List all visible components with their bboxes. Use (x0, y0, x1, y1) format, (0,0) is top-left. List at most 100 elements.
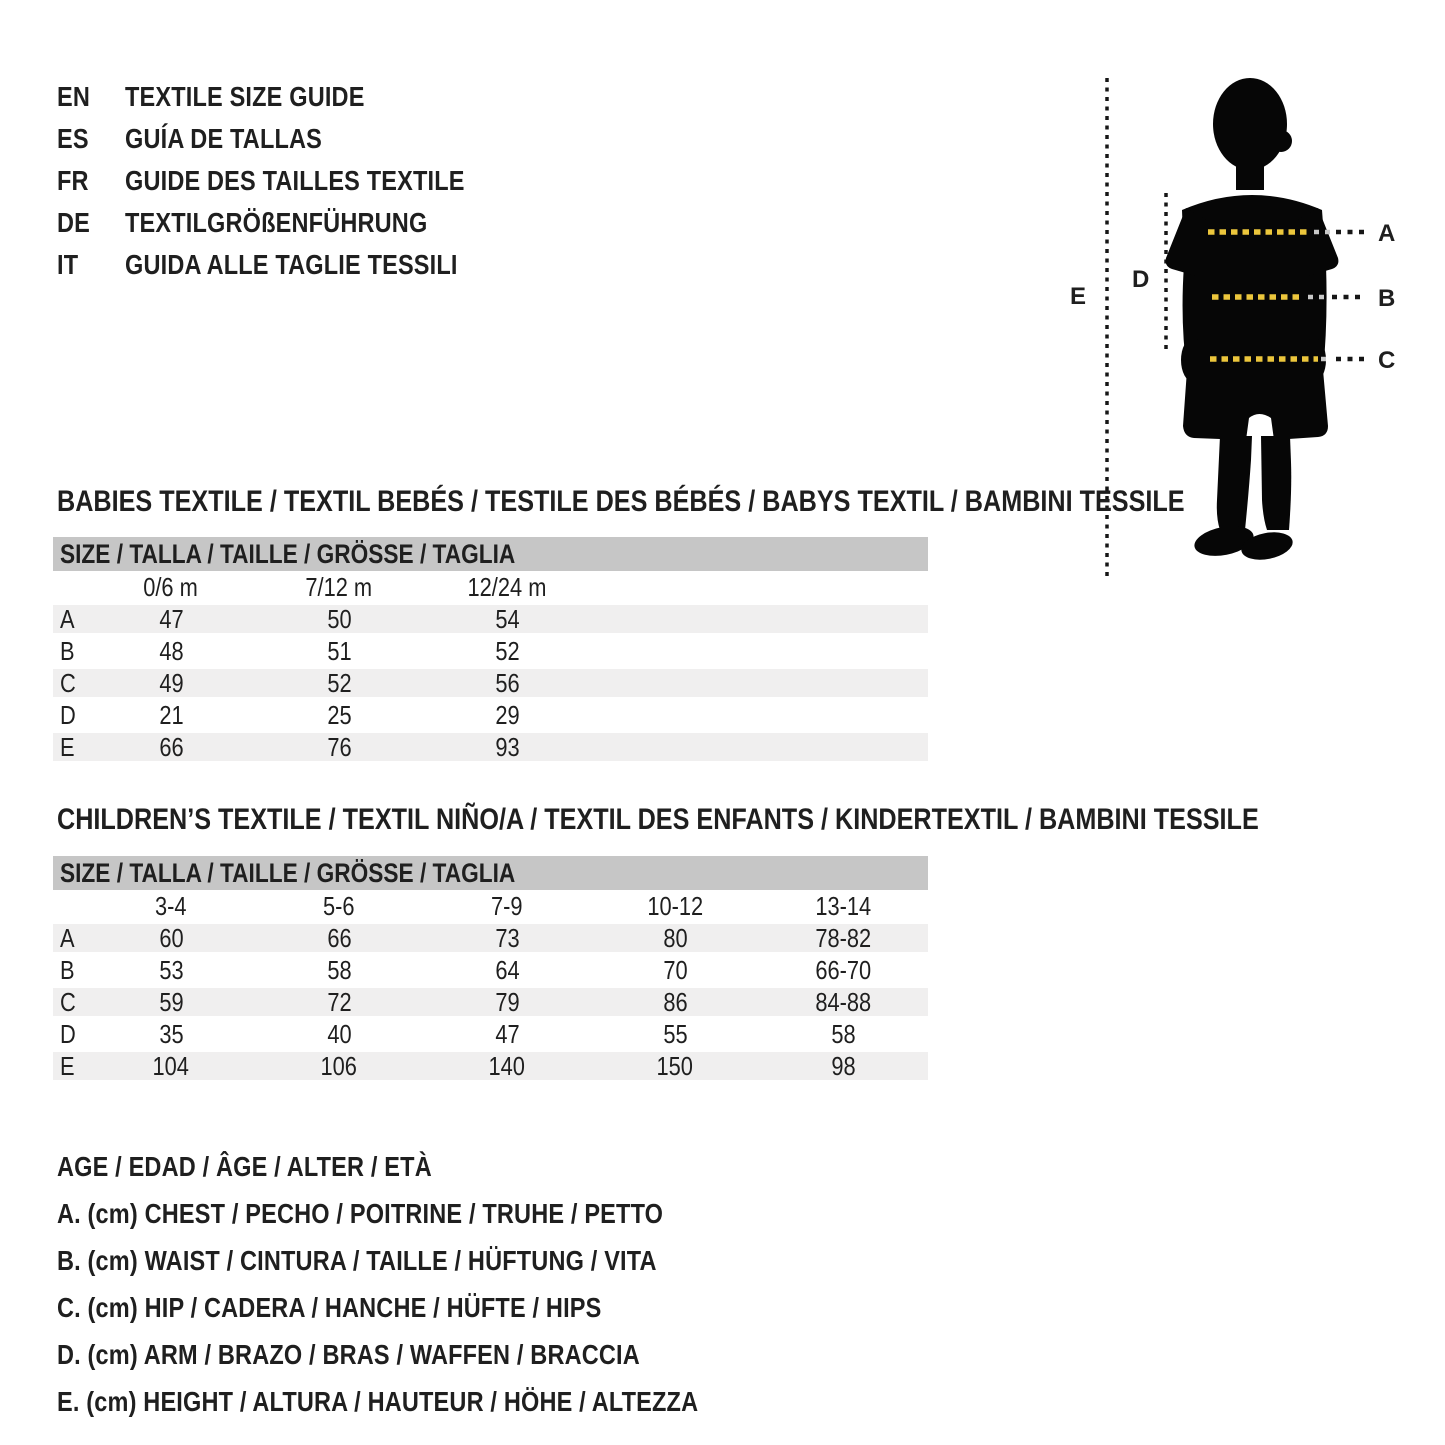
column-header: 7-9 (423, 891, 591, 922)
row-label: D (53, 700, 87, 731)
language-title-text: GUÍA DE TALLAS (125, 123, 323, 154)
cell-value: 48 (158, 635, 184, 666)
table-cell: 72 (255, 987, 423, 1018)
table-cell: 54 (423, 604, 591, 635)
table-row: A 47 50 54 (53, 603, 928, 635)
table-cell: 55 (591, 1019, 759, 1050)
row-label-text: C (60, 667, 76, 698)
children-table: SIZE / TALLA / TAILLE / GRÖSSE / TAGLIA … (53, 856, 928, 1082)
table-cell: 64 (423, 955, 591, 986)
row-label-text: B (60, 635, 75, 666)
table-row: E 104 106 140 150 98 (53, 1050, 928, 1082)
language-code: ES (57, 123, 125, 155)
table-cell: 73 (423, 923, 591, 954)
cell-value: 104 (152, 1050, 190, 1081)
table-row: C 49 52 56 (53, 667, 928, 699)
row-label-text: D (60, 699, 76, 730)
column-header-text: 0/6 m (143, 571, 199, 602)
silhouette-right-leg (1261, 436, 1292, 530)
table-cell: 79 (423, 987, 591, 1018)
language-code-text: DE (57, 207, 91, 238)
row-label: D (53, 1019, 87, 1050)
cell-value: 78-82 (815, 922, 871, 953)
column-header-text: 5-6 (323, 890, 355, 921)
figure-label-a: A (1378, 220, 1395, 247)
cell-value: 52 (494, 635, 520, 666)
babies-heading-text: BABIES TEXTILE / TEXTIL BEBÉS / TESTILE … (57, 485, 1185, 518)
language-code-text: EN (57, 81, 91, 112)
column-header-text: 3-4 (155, 890, 187, 921)
figure-label-d: D (1132, 266, 1149, 293)
cell-value: 86 (662, 986, 688, 1017)
language-row: DE TEXTILGRÖßENFÜHRUNG (57, 202, 529, 244)
legend-text: C. (cm) HIP / CADERA / HANCHE / HÜFTE / … (57, 1291, 602, 1323)
silhouette-hair-flip (1270, 130, 1292, 152)
language-code: DE (57, 207, 125, 239)
cell-value: 58 (830, 1018, 856, 1049)
measurement-legend: AGE / EDAD / ÂGE / ALTER / ETÀ A. (cm) C… (57, 1143, 820, 1425)
cell-value: 106 (320, 1050, 358, 1081)
cell-value: 80 (662, 922, 688, 953)
cell-value: 21 (158, 699, 184, 730)
cell-value: 54 (494, 603, 520, 634)
row-label: A (53, 604, 87, 635)
row-label-text: D (60, 1018, 76, 1049)
table-cell: 50 (255, 604, 423, 635)
row-label: E (53, 732, 87, 763)
cell-value: 79 (494, 986, 520, 1017)
language-title-text: GUIDA ALLE TAGLIE TESSILI (125, 249, 458, 280)
cell-value: 60 (158, 922, 184, 953)
row-label-text: E (60, 731, 75, 762)
cell-value: 47 (158, 603, 184, 634)
language-row: FR GUIDE DES TAILLES TEXTILE (57, 160, 529, 202)
cell-value: 29 (494, 699, 520, 730)
language-code: EN (57, 81, 125, 113)
language-title-text: TEXTILGRÖßENFÜHRUNG (125, 207, 428, 238)
cell-value: 56 (494, 667, 520, 698)
table-row: C 59 72 79 86 84-88 (53, 986, 928, 1018)
column-header: 3-4 (87, 891, 255, 922)
language-code-text: FR (57, 165, 89, 196)
table-cell: 40 (255, 1019, 423, 1050)
column-header: 7/12 m (255, 572, 423, 603)
legend-text: B. (cm) WAIST / CINTURA / TAILLE / HÜFTU… (57, 1244, 657, 1276)
table-cell: 140 (423, 1051, 591, 1082)
cell-value: 40 (326, 1018, 352, 1049)
table-cell: 35 (87, 1019, 255, 1050)
cell-value: 35 (158, 1018, 184, 1049)
cell-value: 73 (494, 922, 520, 953)
column-header-text: 10-12 (647, 890, 703, 921)
row-label-text: E (60, 1050, 75, 1081)
table-cell: 66-70 (759, 955, 927, 986)
cell-value: 140 (488, 1050, 526, 1081)
table-cell: 53 (87, 955, 255, 986)
figure-label-e: E (1070, 283, 1086, 310)
language-title-text: TEXTILE SIZE GUIDE (125, 81, 365, 112)
cell-value: 52 (326, 667, 352, 698)
row-label-text: A (60, 603, 75, 634)
babies-column-header-row: 0/6 m 7/12 m 12/24 m (53, 571, 928, 603)
row-label-text: C (60, 986, 76, 1017)
column-header: 0/6 m (87, 572, 255, 603)
cell-value: 76 (326, 731, 352, 762)
cell-value: 98 (830, 1050, 856, 1081)
legend-text: AGE / EDAD / ÂGE / ALTER / ETÀ (57, 1150, 432, 1182)
silhouette-neck (1236, 156, 1264, 190)
cell-value: 66 (326, 922, 352, 953)
cell-value: 51 (326, 635, 352, 666)
column-header: 13-14 (759, 891, 927, 922)
language-code-text: IT (57, 249, 79, 280)
language-code: FR (57, 165, 125, 197)
table-cell: 52 (255, 668, 423, 699)
language-title-text: GUIDE DES TAILLES TEXTILE (125, 165, 465, 196)
column-header: 12/24 m (423, 572, 591, 603)
language-title-block: EN TEXTILE SIZE GUIDE ES GUÍA DE TALLAS … (57, 76, 529, 286)
cell-value: 84-88 (815, 986, 871, 1017)
silhouette-shorts (1183, 370, 1328, 440)
table-row: B 48 51 52 (53, 635, 928, 667)
cell-value: 47 (494, 1018, 520, 1049)
language-title: GUIDE DES TAILLES TEXTILE (125, 165, 529, 197)
column-header-text: 7-9 (491, 890, 523, 921)
legend-text: E. (cm) HEIGHT / ALTURA / HAUTEUR / HÖHE… (57, 1385, 699, 1417)
row-label-text: A (60, 922, 75, 953)
